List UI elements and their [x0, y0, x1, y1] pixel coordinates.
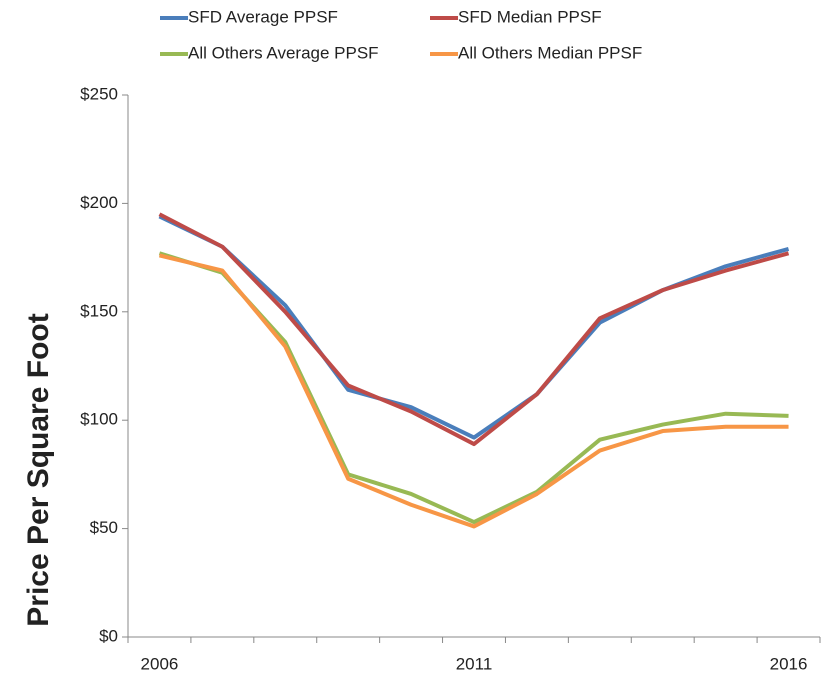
- legend-label: SFD Median PPSF: [458, 7, 602, 26]
- line-series: [158, 251, 789, 525]
- y-tick-label: $50: [90, 518, 118, 537]
- line-series: [158, 214, 790, 440]
- line-series: [158, 253, 789, 529]
- x-tick-label: 2016: [770, 654, 808, 673]
- y-tick-label: $150: [80, 301, 118, 320]
- legend-label: All Others Average PPSF: [188, 43, 379, 62]
- y-tick-label: $250: [80, 84, 118, 103]
- legend-label: All Others Median PPSF: [458, 43, 642, 62]
- legend-label: SFD Average PPSF: [188, 7, 338, 26]
- y-tick-label: $100: [80, 410, 118, 429]
- y-tick-label: $0: [99, 626, 118, 645]
- line-series: [158, 212, 790, 447]
- x-tick-label: 2006: [141, 654, 179, 673]
- y-axis-title: Price Per Square Foot: [22, 313, 55, 626]
- x-tick-label: 2011: [456, 654, 493, 673]
- y-tick-label: $200: [80, 193, 118, 212]
